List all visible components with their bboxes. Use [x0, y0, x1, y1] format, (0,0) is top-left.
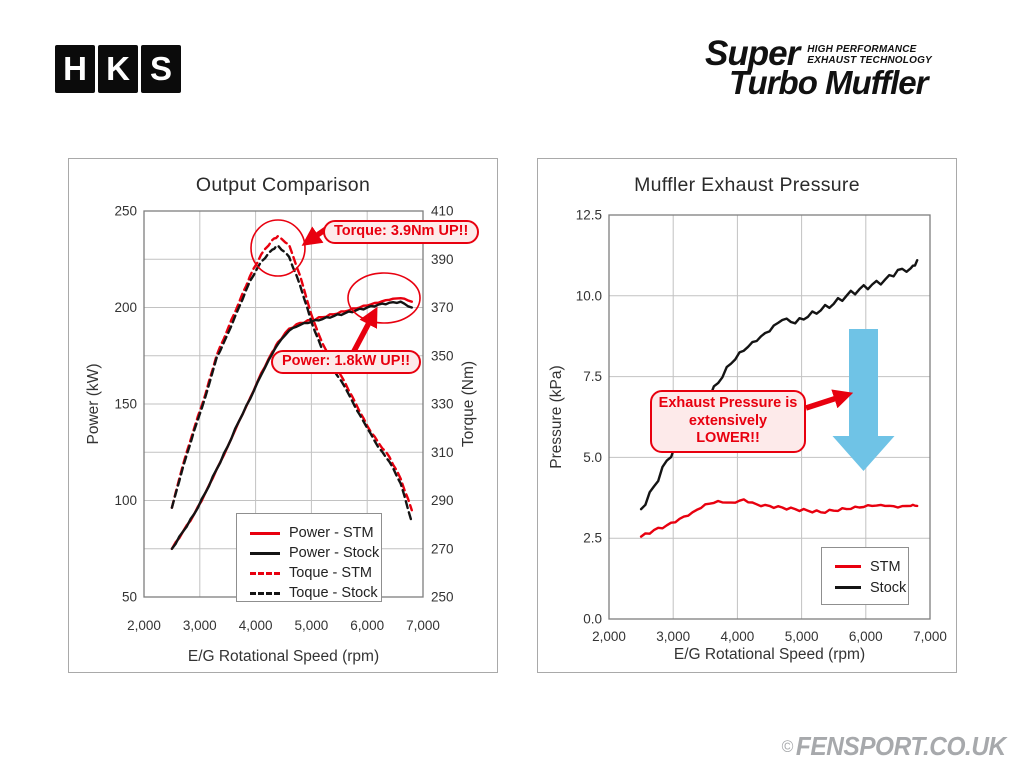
hks-logo-letter: H: [55, 45, 95, 93]
svg-text:Torque (Nm): Torque (Nm): [460, 361, 477, 447]
chart-plot-area: 2,000 3,000 4,000 5,000 6,000 7,000 12.5 10.0 7.…: [548, 208, 947, 664]
pressure-callout-arrow: [805, 389, 854, 411]
line-sample-solid-black: [835, 586, 861, 589]
svg-text:7,000: 7,000: [913, 629, 947, 644]
svg-text:10.0: 10.0: [576, 288, 602, 303]
hks-logo-letter: S: [141, 45, 181, 93]
super-turbo-muffler-logo: Super HIGH PERFORMANCE EXHAUST TECHNOLOG…: [705, 34, 995, 102]
tagline-line1: HIGH PERFORMANCE: [807, 44, 917, 55]
power-peak-ellipse: [347, 272, 421, 324]
hks-logo-letter: K: [98, 45, 138, 93]
line-sample-dashed-black: [250, 591, 280, 595]
output-comparison-panel: 2,000 3,000 4,000 5,000 6,000 7,000 250 200 150 1…: [68, 158, 498, 673]
svg-text:3,000: 3,000: [183, 618, 217, 633]
svg-text:270: 270: [431, 541, 454, 556]
svg-text:50: 50: [122, 590, 137, 605]
power-callout-arrow: [350, 306, 378, 355]
product-tagline: HIGH PERFORMANCE EXHAUST TECHNOLOGY: [807, 44, 932, 66]
product-name-turbo-muffler: Turbo Muffler: [729, 64, 928, 102]
series-power-stock: [170, 300, 413, 550]
pressure-chart-legend: STM Stock: [821, 547, 909, 605]
svg-text:150: 150: [114, 397, 137, 412]
legend-item: Toque - Stock: [250, 583, 381, 603]
line-sample-solid-black: [250, 551, 280, 555]
series-stm: [639, 498, 919, 538]
svg-text:310: 310: [431, 445, 454, 460]
svg-text:6,000: 6,000: [350, 618, 384, 633]
copyright-icon: ©: [781, 736, 794, 756]
svg-text:250: 250: [114, 204, 137, 219]
tagline-line2: EXHAUST TECHNOLOGY: [807, 55, 932, 67]
pressure-drop-arrow-icon: [832, 329, 895, 471]
svg-text:Pressure (kPa): Pressure (kPa): [548, 365, 565, 468]
legend-label: Power - STM: [289, 525, 374, 541]
svg-text:0.0: 0.0: [583, 612, 602, 627]
svg-text:290: 290: [431, 493, 454, 508]
chart-title: Output Comparison: [195, 174, 371, 196]
svg-text:4,000: 4,000: [721, 629, 755, 644]
line-sample-solid-red: [835, 565, 861, 568]
svg-text:390: 390: [431, 252, 454, 267]
legend-item: Power - STM: [250, 523, 381, 543]
line-sample-dashed-red: [250, 571, 280, 575]
chart-title: Muffler Exhaust Pressure: [634, 174, 860, 196]
svg-text:7.5: 7.5: [583, 369, 602, 384]
product-name-super: Super: [705, 34, 800, 73]
svg-text:5,000: 5,000: [295, 618, 329, 633]
legend-label: Toque - STM: [289, 565, 372, 581]
torque-up-callout: Torque: 3.9Nm UP!!: [323, 220, 480, 244]
exhaust-pressure-chart: 2,000 3,000 4,000 5,000 6,000 7,000 12.5 10.0 7.…: [548, 208, 947, 664]
legend-item: Stock: [835, 577, 908, 598]
fensport-watermark: © FENSPORT.CO.UK: [781, 731, 1007, 762]
svg-text:E/G Rotational Speed (rpm): E/G Rotational Speed (rpm): [188, 648, 379, 665]
svg-text:Power (kW): Power (kW): [85, 364, 102, 445]
svg-text:200: 200: [114, 300, 137, 315]
svg-text:E/G Rotational Speed (rpm): E/G Rotational Speed (rpm): [674, 646, 865, 663]
output-chart-legend: Power - STM Power - Stock Toque - STM To…: [236, 513, 382, 602]
svg-text:6,000: 6,000: [849, 629, 883, 644]
svg-text:250: 250: [431, 590, 454, 605]
svg-text:350: 350: [431, 348, 454, 363]
svg-text:330: 330: [431, 397, 454, 412]
svg-text:100: 100: [114, 493, 137, 508]
exhaust-pressure-panel: 2,000 3,000 4,000 5,000 6,000 7,000 12.5 10.0 7.…: [537, 158, 957, 673]
annotations-overlay: [805, 329, 895, 471]
series-power-stm: [170, 297, 413, 550]
annotations-overlay: [250, 219, 421, 355]
svg-text:4,000: 4,000: [239, 618, 273, 633]
legend-item: Toque - STM: [250, 563, 381, 583]
svg-text:3,000: 3,000: [656, 629, 690, 644]
legend-label: Toque - Stock: [289, 585, 378, 601]
hks-logo: H K S: [55, 45, 181, 93]
svg-text:2,000: 2,000: [127, 618, 161, 633]
legend-label: STM: [870, 558, 901, 575]
svg-text:7,000: 7,000: [406, 618, 440, 633]
svg-text:5,000: 5,000: [785, 629, 819, 644]
legend-item: Power - Stock: [250, 543, 381, 563]
svg-text:5.0: 5.0: [583, 450, 602, 465]
line-sample-solid-red: [250, 531, 280, 535]
svg-text:410: 410: [431, 204, 454, 219]
pressure-lower-callout: Exhaust Pressure is extensively LOWER!!: [650, 390, 806, 454]
legend-label: Stock: [870, 579, 907, 596]
svg-text:370: 370: [431, 300, 454, 315]
power-up-callout: Power: 1.8kW UP!!: [271, 350, 422, 374]
legend-item: STM: [835, 556, 908, 577]
svg-text:12.5: 12.5: [576, 208, 602, 223]
series-toque-stock: [170, 244, 413, 524]
legend-label: Power - Stock: [289, 545, 380, 561]
torque-peak-ellipse: [250, 219, 306, 277]
svg-text:2.5: 2.5: [583, 531, 602, 546]
watermark-text: FENSPORT.CO.UK: [796, 731, 1006, 761]
svg-text:2,000: 2,000: [592, 629, 626, 644]
